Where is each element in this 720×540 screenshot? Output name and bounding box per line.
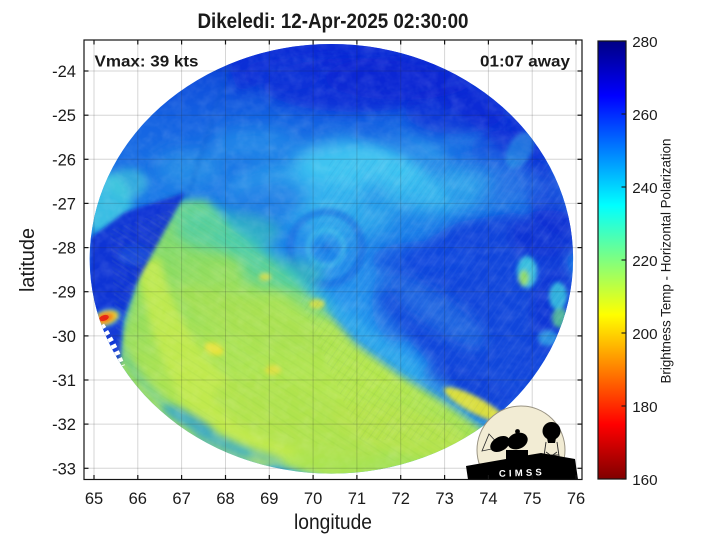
svg-text:01:07 away: 01:07 away <box>480 53 570 70</box>
svg-text:70: 70 <box>304 490 322 508</box>
svg-text:Brightness Temp - Horizontal P: Brightness Temp - Horizontal Polarizatio… <box>658 139 674 384</box>
svg-text:-28: -28 <box>52 240 76 258</box>
svg-text:71: 71 <box>348 490 366 508</box>
svg-text:200: 200 <box>632 326 657 343</box>
svg-text:-25: -25 <box>52 107 76 125</box>
svg-text:-26: -26 <box>52 151 76 169</box>
svg-text:160: 160 <box>632 472 657 489</box>
svg-text:CIMSS: CIMSS <box>499 467 545 480</box>
svg-text:-32: -32 <box>52 416 76 434</box>
svg-text:-30: -30 <box>52 328 76 346</box>
svg-text:66: 66 <box>129 490 147 508</box>
svg-text:240: 240 <box>632 180 657 197</box>
svg-text:longitude: longitude <box>294 510 372 534</box>
svg-text:67: 67 <box>172 490 190 508</box>
svg-text:69: 69 <box>260 490 278 508</box>
svg-text:65: 65 <box>85 490 103 508</box>
svg-text:75: 75 <box>523 490 541 508</box>
svg-text:68: 68 <box>216 490 234 508</box>
svg-text:73: 73 <box>435 490 453 508</box>
svg-text:latitude: latitude <box>17 228 39 292</box>
svg-text:72: 72 <box>392 490 410 508</box>
svg-text:Vmax: 39 kts: Vmax: 39 kts <box>95 53 199 70</box>
svg-text:-33: -33 <box>52 460 76 478</box>
svg-text:Dikeledi: 12-Apr-2025 02:30:00: Dikeledi: 12-Apr-2025 02:30:00 <box>198 10 469 33</box>
svg-text:-31: -31 <box>52 372 76 390</box>
svg-text:-24: -24 <box>52 63 76 81</box>
svg-text:280: 280 <box>632 34 657 51</box>
svg-text:180: 180 <box>632 399 657 416</box>
svg-text:76: 76 <box>567 490 585 508</box>
svg-text:260: 260 <box>632 107 657 124</box>
svg-text:220: 220 <box>632 253 657 270</box>
svg-text:-29: -29 <box>52 284 76 302</box>
svg-text:74: 74 <box>479 490 497 508</box>
svg-text:-27: -27 <box>52 195 76 213</box>
